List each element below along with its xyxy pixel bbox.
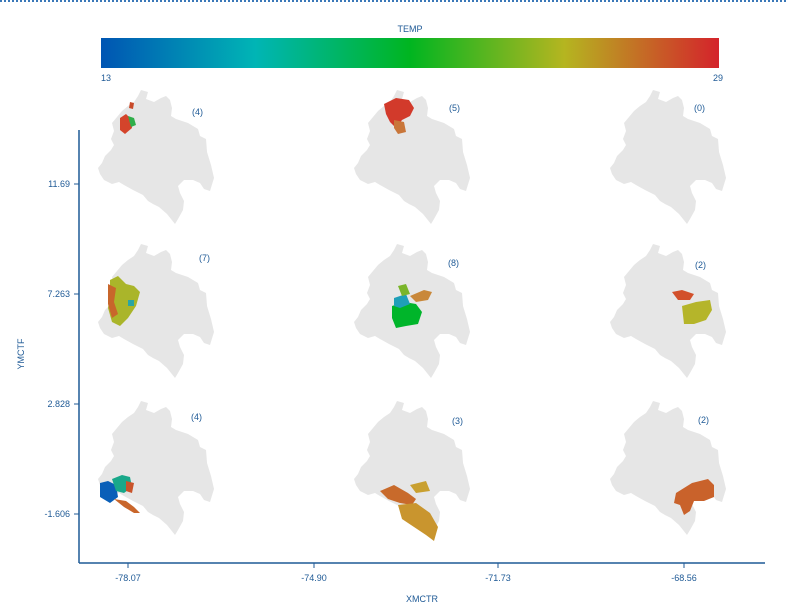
temp-region-9-1 (674, 479, 714, 515)
x-axis-title: XMCTR (406, 594, 438, 604)
map-panel-2 (354, 90, 470, 224)
temp-region-2-2 (394, 120, 406, 134)
panel-count-label: (3) (452, 416, 463, 426)
panel-count-label: (2) (698, 415, 709, 425)
top-border (0, 0, 786, 2)
temp-region-4-2 (108, 284, 118, 318)
map-panel-5 (354, 244, 470, 378)
map-panel-9 (610, 401, 726, 535)
temp-region-6-2 (672, 290, 694, 300)
panel-count-label: (7) (199, 253, 210, 263)
panel-count-label: (4) (191, 412, 202, 422)
temp-region-6-1 (682, 300, 712, 324)
temp-region-5-4 (410, 290, 432, 302)
temp-region-7-3 (126, 481, 134, 493)
temp-region-7-1 (100, 481, 118, 503)
map-panel-6 (610, 244, 726, 378)
x-tick-label: -68.56 (671, 573, 697, 583)
colorbar-gradient (101, 38, 719, 68)
colorbar-title: TEMP (397, 24, 423, 34)
y-tick-label: 2.828 (47, 399, 70, 409)
map-panel-1 (98, 90, 214, 224)
temp-region-5-3 (398, 284, 410, 296)
temp-region-8-2 (398, 503, 438, 541)
temp-region-5-1 (392, 302, 422, 328)
y-axis-title: YMCTF (16, 338, 26, 369)
panel-count-label: (4) (192, 107, 203, 117)
map-panel-8 (354, 401, 470, 541)
panel-count-label: (8) (448, 258, 459, 268)
panel-count-label: (0) (694, 103, 705, 113)
map-panel-7 (98, 401, 214, 535)
temp-region-1-2 (128, 116, 136, 127)
colombia-map-shape (610, 90, 726, 224)
x-tick-label: -71.73 (485, 573, 511, 583)
x-tick-label: -74.90 (301, 573, 327, 583)
temp-region-5-2 (394, 294, 410, 308)
y-tick-label: 7.263 (47, 289, 70, 299)
y-tick-label: 11.69 (48, 179, 70, 189)
colorbar-max-label: 29 (713, 73, 724, 83)
temp-region-4-3 (128, 300, 134, 306)
map-panel-4 (98, 244, 214, 378)
panel-count-label: (2) (695, 260, 706, 270)
x-tick-label: -78.07 (115, 573, 141, 583)
colorbar-min-label: 13 (101, 73, 112, 83)
temp-region-8-1 (380, 485, 416, 505)
map-panel-3 (610, 90, 726, 224)
temp-region-1-3 (129, 102, 134, 109)
temp-region-7-4 (114, 499, 140, 513)
temp-region-8-3 (410, 481, 430, 493)
y-tick-label: -1.606 (44, 509, 70, 519)
temp-region-2-1 (384, 98, 414, 128)
panel-count-label: (5) (449, 103, 460, 113)
